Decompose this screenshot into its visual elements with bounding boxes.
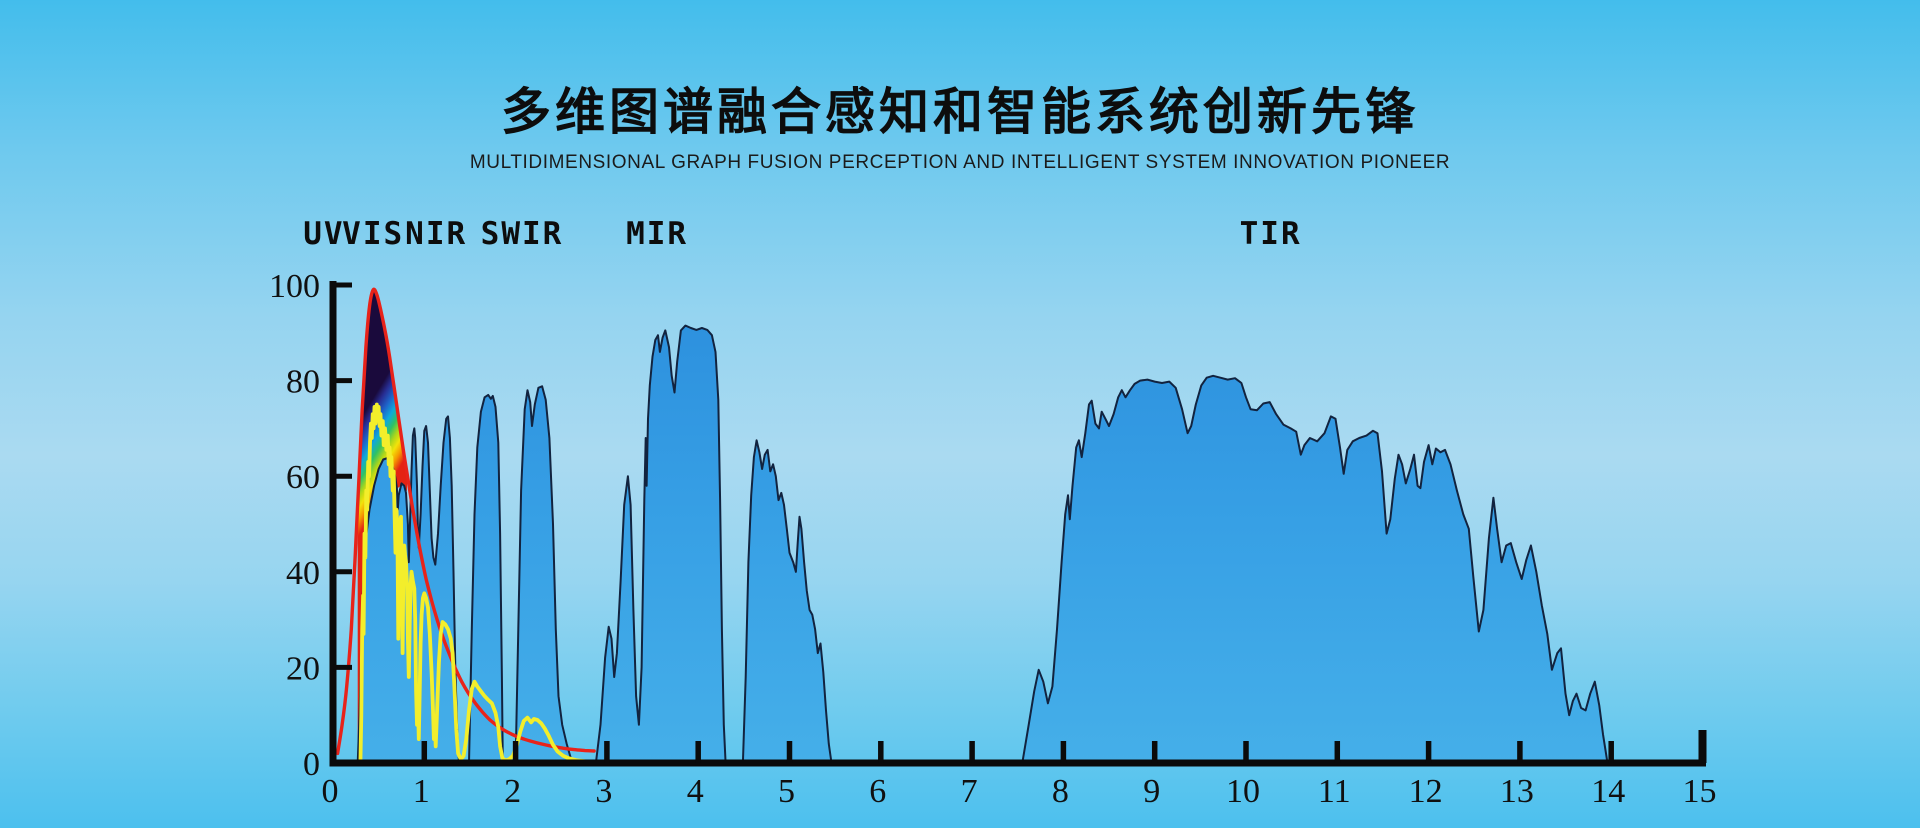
x-tick-label: 6: [869, 773, 886, 810]
y-tick-label: 20: [286, 650, 320, 687]
y-tick-label: 40: [286, 555, 320, 592]
x-tick-label: 9: [1143, 773, 1160, 810]
x-tick-label: 7: [961, 773, 978, 810]
x-tick-label: 0: [322, 773, 339, 810]
x-tick-label: 5: [778, 773, 795, 810]
y-tick-label: 100: [269, 268, 320, 305]
page-title: 多维图谱融合感知和智能系统创新先锋: [501, 84, 1419, 140]
y-tick-label: 0: [303, 746, 320, 783]
y-tick-label: 60: [286, 459, 320, 496]
band-label-nir: NIR: [405, 216, 468, 252]
page-subtitle: MULTIDIMENSIONAL GRAPH FUSION PERCEPTION…: [469, 152, 1451, 173]
x-tick-label: 8: [1052, 773, 1069, 810]
x-tick-label: 1: [413, 773, 430, 810]
x-tick-label: 14: [1591, 773, 1625, 810]
rainbow-solar-peak: [357, 289, 407, 754]
x-tick-label: 15: [1683, 773, 1717, 810]
band-label-tir: TIR: [1239, 216, 1302, 252]
x-tick-label: 2: [504, 773, 521, 810]
y-tick-label: 80: [286, 364, 320, 401]
irradiance-curve: [358, 402, 586, 765]
transmission-area: [356, 324, 1609, 764]
x-tick-label: 3: [595, 773, 612, 810]
x-tick-label: 4: [687, 773, 704, 810]
x-tick-label: 11: [1318, 773, 1351, 810]
x-tick-label: 10: [1226, 773, 1260, 810]
band-label-uv: UV: [303, 216, 345, 252]
x-tick-label: 12: [1409, 773, 1443, 810]
band-label-mir: MIR: [626, 216, 689, 252]
envelope-curve: [335, 287, 596, 756]
band-label-vis: VIS: [342, 216, 405, 252]
band-label-swir: SWIR: [480, 216, 564, 252]
x-tick-label: 13: [1500, 773, 1534, 810]
